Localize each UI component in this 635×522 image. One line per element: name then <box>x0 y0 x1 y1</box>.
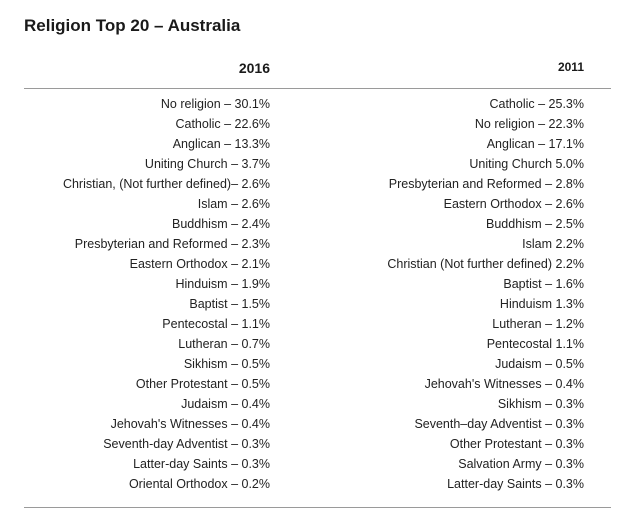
list-item: Anglican – 17.1% <box>486 137 584 151</box>
list-item: Hinduism – 1.9% <box>175 277 271 291</box>
divider-top <box>24 88 611 89</box>
list-item: Christian, (Not further defined)– 2.6% <box>62 177 270 191</box>
list-item: Judaism – 0.4% <box>181 397 270 411</box>
list-item: Oriental Orthodox – 0.2% <box>128 477 270 491</box>
list-item: Pentecostal 1.1% <box>486 337 584 351</box>
list-item: No religion – 30.1% <box>160 97 270 111</box>
list-2016: No religion – 30.1% Catholic – 22.6% Ang… <box>10 94 270 494</box>
list-item: Catholic – 22.6% <box>175 117 270 131</box>
list-item: Lutheran – 1.2% <box>492 317 584 331</box>
divider-bottom <box>24 507 611 508</box>
list-item: Eastern Orthodox – 2.6% <box>443 197 584 211</box>
column-heading-2016: 2016 <box>238 60 270 76</box>
list-item: Uniting Church – 3.7% <box>144 157 270 171</box>
list-item: Presbyterian and Reformed – 2.8% <box>388 177 584 191</box>
list-item: Christian (Not further defined) 2.2% <box>387 257 584 271</box>
list-item: Hinduism 1.3% <box>499 297 584 311</box>
column-heading-2011: 2011 <box>557 60 584 74</box>
list-item: Seventh–day Adventist – 0.3% <box>414 417 584 431</box>
list-item: Salvation Army – 0.3% <box>458 457 584 471</box>
list-item: Seventh-day Adventist – 0.3% <box>103 437 270 451</box>
list-item: Jehovah's Witnesses – 0.4% <box>110 417 270 431</box>
page-title: Religion Top 20 – Australia <box>24 16 241 35</box>
list-item: Judaism – 0.5% <box>495 357 584 371</box>
list-item: Sikhism – 0.5% <box>183 357 270 371</box>
list-item: Jehovah's Witnesses – 0.4% <box>424 377 584 391</box>
list-item: Other Protestant – 0.3% <box>449 437 584 451</box>
list-item: Islam 2.2% <box>522 237 584 251</box>
list-item: Lutheran – 0.7% <box>178 337 270 351</box>
list-item: Catholic – 25.3% <box>489 97 584 111</box>
list-item: Islam – 2.6% <box>197 197 270 211</box>
list-item: Other Protestant – 0.5% <box>135 377 270 391</box>
list-item: Anglican – 13.3% <box>172 137 270 151</box>
list-item: Pentecostal – 1.1% <box>162 317 270 331</box>
list-item: Presbyterian and Reformed – 2.3% <box>74 237 270 251</box>
list-item: Sikhism – 0.3% <box>497 397 584 411</box>
list-item: Latter-day Saints – 0.3% <box>133 457 270 471</box>
list-item: No religion – 22.3% <box>474 117 584 131</box>
list-item: Buddhism – 2.4% <box>172 217 270 231</box>
list-item: Baptist – 1.6% <box>503 277 584 291</box>
list-item: Buddhism – 2.5% <box>486 217 584 231</box>
list-item: Baptist – 1.5% <box>189 297 270 311</box>
list-item: Uniting Church 5.0% <box>469 157 584 171</box>
list-2011: Catholic – 25.3% No religion – 22.3% Ang… <box>324 94 584 494</box>
list-item: Latter-day Saints – 0.3% <box>447 477 584 491</box>
list-item: Eastern Orthodox – 2.1% <box>129 257 270 271</box>
